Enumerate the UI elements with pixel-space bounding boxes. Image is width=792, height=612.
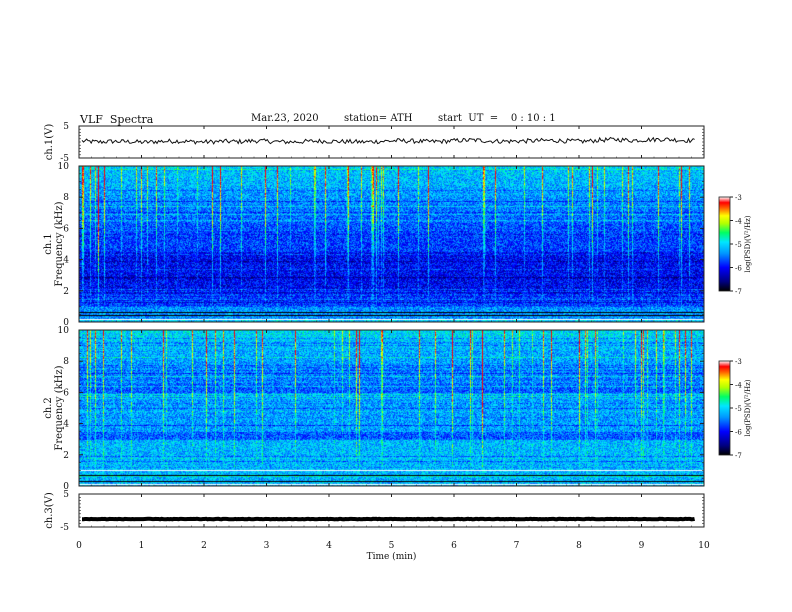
waveform-axis-label: ch.1(V): [44, 124, 55, 161]
waveform-line: [82, 516, 695, 522]
x-tick-label: 1: [139, 541, 145, 551]
y-tick-label: 8: [63, 357, 69, 367]
colorbar-tick-label: -4: [735, 218, 742, 226]
colorbar: [718, 360, 731, 456]
colorbar-tick-label: -6: [735, 265, 742, 273]
y-tick-label: 10: [58, 326, 70, 336]
y-tick-label: -5: [60, 523, 69, 533]
colorbar-tick-label: -6: [735, 429, 742, 437]
colorbar-tick-label: -3: [735, 194, 742, 202]
x-tick-label: 3: [264, 541, 270, 551]
panel-frame: [78, 493, 705, 528]
spectrogram-image: [79, 330, 704, 486]
waveform-line: [81, 136, 695, 145]
panel-frame: [78, 125, 705, 159]
y-tick-label: 0: [63, 482, 69, 492]
colorbar-tick-label: -5: [735, 241, 742, 249]
y-tick-label: 0: [63, 318, 69, 328]
colorbar-tick-label: -7: [735, 452, 742, 460]
x-tick-label: 0: [76, 541, 82, 551]
y-tick-label: 6: [63, 224, 69, 234]
spectrogram-image: [79, 166, 704, 322]
y-tick-label: 5: [63, 490, 69, 500]
y-tick-label: 2: [63, 451, 69, 461]
x-tick-label: 2: [201, 541, 207, 551]
channel-label: ch.1: [43, 233, 54, 255]
x-axis-label: Time (min): [367, 551, 417, 562]
colorbar-label: log(PSD)(V²/Hz): [744, 215, 752, 272]
frequency-axis-label: Frequency (kHz): [54, 365, 65, 450]
channel-label: ch.2: [43, 397, 54, 419]
waveform-axis-label: ch.3(V): [44, 492, 55, 529]
x-tick-label: 8: [576, 541, 582, 551]
colorbar-label: log(PSD)(V²/Hz): [744, 379, 752, 436]
spectrogram-images: [79, 166, 704, 486]
x-tick-label: 5: [389, 541, 395, 551]
y-tick-label: 2: [63, 287, 69, 297]
y-tick-label: 4: [63, 256, 69, 266]
y-tick-label: -5: [60, 154, 69, 164]
frequency-axis-label: Frequency (kHz): [54, 201, 65, 286]
x-tick-label: 4: [326, 541, 332, 551]
colorbar-tick-label: -4: [735, 382, 742, 390]
date-label: Mar.23, 2020: [251, 113, 319, 124]
y-tick-label: 4: [63, 420, 69, 430]
colorbar-tick-label: -3: [735, 358, 742, 366]
y-tick-label: 5: [63, 122, 69, 132]
x-tick-label: 9: [639, 541, 645, 551]
station-label: station= ATH: [344, 113, 413, 124]
colorbar-tick-label: -5: [735, 405, 742, 413]
start-time-label: start UT = 0 : 10 : 1: [438, 113, 556, 124]
y-tick-label: 8: [63, 193, 69, 203]
x-tick-label: 10: [698, 541, 710, 551]
colorbar: [718, 196, 731, 292]
colorbar-tick-label: -7: [735, 288, 742, 296]
x-tick-label: 6: [451, 541, 457, 551]
chart-title: VLF Spectra: [80, 113, 154, 126]
x-tick-label: 7: [514, 541, 520, 551]
y-tick-label: 6: [63, 388, 69, 398]
y-tick-label: 10: [58, 162, 70, 172]
